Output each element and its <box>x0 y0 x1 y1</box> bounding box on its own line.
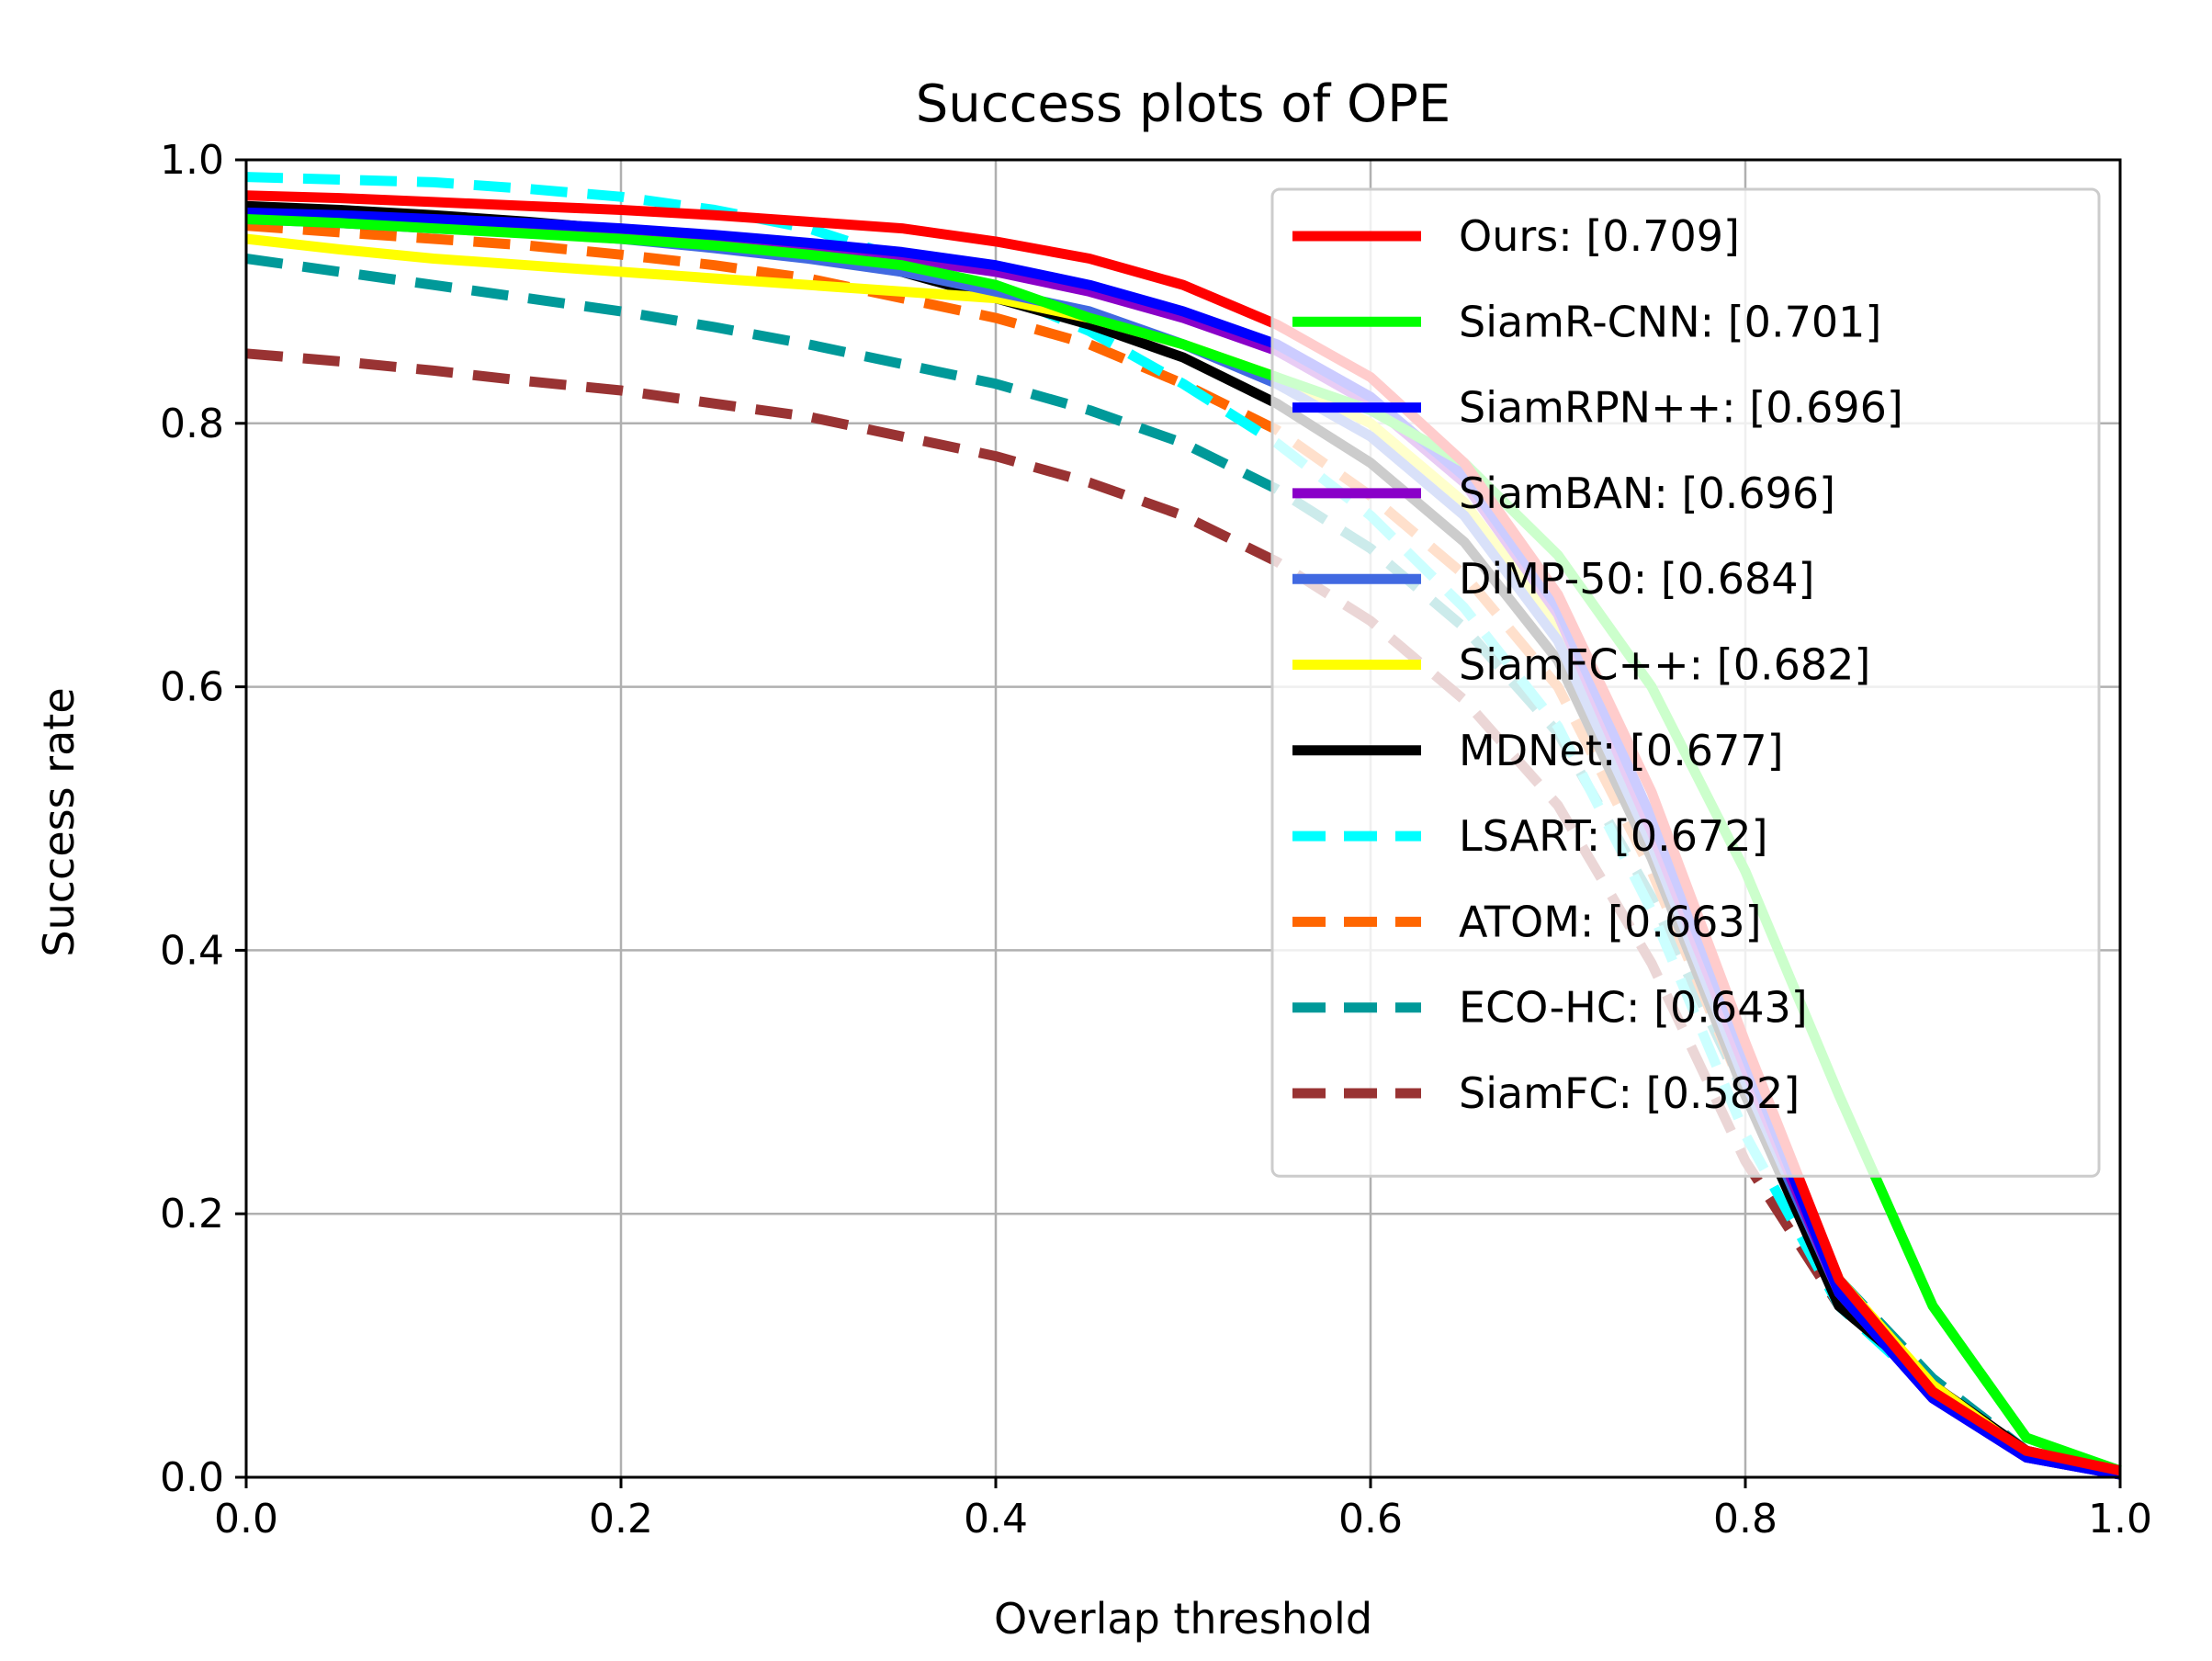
x-tick-label: 0.4 <box>964 1496 1028 1542</box>
y-tick-label: 0.0 <box>160 1454 224 1501</box>
y-axis-label: Success rate <box>34 687 84 956</box>
series-line-atom <box>245 220 2122 1480</box>
legend-label-siamrpn: SiamRPN++: [0.696] <box>1459 383 1903 433</box>
y-tick-label: 0.4 <box>160 927 224 974</box>
legend-label-dimp-50: DiMP-50: [0.684] <box>1459 554 1814 604</box>
axes-frame <box>244 158 2122 1479</box>
legend-box <box>1270 187 2101 1178</box>
y-tick-label: 1.0 <box>160 137 224 184</box>
legend-label-atom: ATOM: [0.663] <box>1459 897 1762 946</box>
legend-label-siamfc: SiamFC++: [0.682] <box>1459 640 1870 690</box>
legend-label-lsart: LSART: [0.672] <box>1459 811 1768 861</box>
legend-label-siamr-cnn: SiamR-CNN: [0.701] <box>1459 297 1881 346</box>
legend-label-siamban: SiamBAN: [0.696] <box>1459 469 1835 518</box>
axis-ticks: 0.0 0.2 0.4 0.6 0.8 1.0 0.0 0.2 0.4 0.6 0.8 1.0 <box>160 137 2152 1542</box>
series-line-eco-hc <box>245 254 2122 1479</box>
x-tick-label: 1.0 <box>2088 1496 2152 1542</box>
chart-title: Success plots of OPE <box>916 74 1451 134</box>
legend-label-eco-hc: ECO-HC: [0.643] <box>1459 983 1808 1033</box>
series-line-ours <box>245 190 2122 1476</box>
series-line-lsart <box>245 172 2122 1480</box>
x-tick-label: 0.8 <box>1713 1496 1778 1542</box>
y-tick-label: 0.6 <box>160 664 224 711</box>
x-axis-label: Overlap threshold <box>994 1594 1372 1644</box>
legend-label-siamfc: SiamFC: [0.582] <box>1459 1068 1800 1118</box>
legend: Ours: [0.709] SiamR-CNN: [0.701] SiamRPN++… <box>1270 187 2101 1178</box>
x-tick-label: 0.0 <box>214 1496 278 1542</box>
y-tick-label: 0.2 <box>160 1191 224 1237</box>
y-tick-label: 0.8 <box>160 401 224 447</box>
legend-label-ours: Ours: [0.709] <box>1459 211 1740 261</box>
legend-label-mdnet: MDNet: [0.677] <box>1459 726 1784 775</box>
x-tick-label: 0.2 <box>589 1496 653 1542</box>
x-tick-label: 0.6 <box>1338 1496 1403 1542</box>
